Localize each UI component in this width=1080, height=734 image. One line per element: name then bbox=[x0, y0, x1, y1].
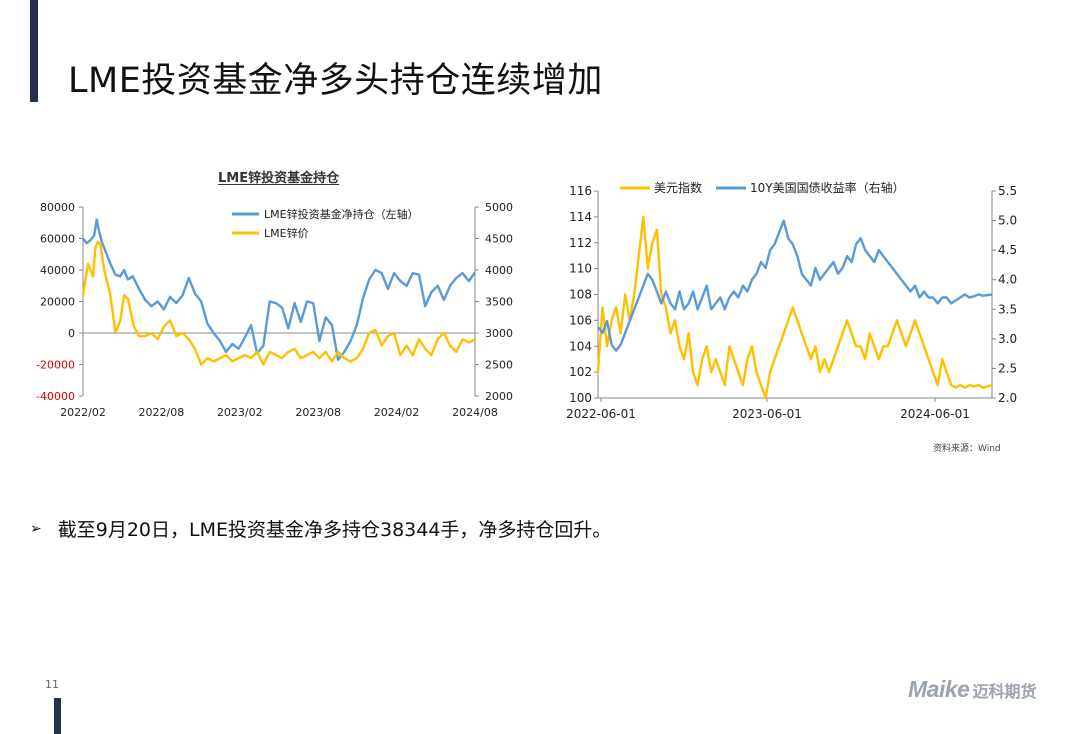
chart2-right-tick-label: 4.0 bbox=[998, 273, 1017, 287]
chart2-right-tick-label: 5.5 bbox=[998, 184, 1017, 198]
chart1-left-tick-label: 0 bbox=[68, 327, 75, 340]
chart1-right-tick-label: 3000 bbox=[485, 327, 513, 340]
bullet-text: 截至9月20日，LME投资基金净多持仓38344手，净多持仓回升。 bbox=[57, 519, 612, 541]
chart1-right-tick-label: 4500 bbox=[485, 233, 513, 246]
source-note: 资料来源：Wind bbox=[933, 444, 1001, 454]
chart2-left-tick-label: 112 bbox=[569, 236, 592, 250]
chart2-left-tick-label: 102 bbox=[569, 365, 592, 379]
logo-cn: 迈科期货 bbox=[972, 682, 1037, 701]
chart1-left-tick-label: 40000 bbox=[40, 264, 75, 277]
chart2-left-tick-label: 100 bbox=[569, 391, 592, 405]
chart2-right-tick-label: 5.0 bbox=[998, 214, 1017, 228]
chart2-x-tick-label: 2023-06-01 bbox=[732, 407, 802, 421]
chart2-right-tick-label: 2.5 bbox=[998, 361, 1017, 375]
company-logo: Maike 迈科期货 bbox=[908, 676, 1036, 703]
accent-bar-bottom bbox=[54, 698, 61, 734]
chart1-x-tick-label: 2024/08 bbox=[452, 406, 498, 419]
chart2-left-tick-label: 108 bbox=[569, 288, 592, 302]
chart1-right-tick-label: 4000 bbox=[485, 264, 513, 277]
chart1-left-tick-label: -40000 bbox=[36, 390, 75, 403]
accent-bar bbox=[30, 0, 38, 102]
page-number: 11 bbox=[45, 678, 59, 691]
logo-latin: Maike bbox=[908, 676, 970, 702]
chart2-legend-label: 美元指数 bbox=[654, 180, 702, 195]
arrow-bullet-icon: ➢ bbox=[30, 520, 42, 537]
chart1-x-tick-label: 2024/02 bbox=[374, 406, 420, 419]
chart2-left-tick-label: 104 bbox=[569, 339, 592, 353]
chart1-right-tick-label: 2000 bbox=[485, 390, 513, 403]
chart1-left-tick-label: 80000 bbox=[40, 201, 75, 214]
chart1-x-tick-label: 2023/08 bbox=[295, 406, 341, 419]
chart1-x-tick-label: 2022/08 bbox=[139, 406, 185, 419]
chart1-left-tick-label: -20000 bbox=[36, 359, 75, 372]
chart2-series-us10y-yield bbox=[597, 219, 993, 352]
chart2-left-tick-label: 106 bbox=[569, 313, 592, 327]
chart2-left-tick-label: 116 bbox=[569, 184, 592, 198]
chart1-title: LME锌投资基金持仓 bbox=[218, 171, 340, 186]
chart1-x-tick-label: 2023/02 bbox=[217, 406, 263, 419]
chart2-left-tick-label: 110 bbox=[569, 262, 592, 276]
chart2-right-tick-label: 4.5 bbox=[998, 243, 1017, 257]
chart1-left-tick-label: 20000 bbox=[40, 296, 75, 309]
chart2-right-tick-label: 2.0 bbox=[998, 391, 1017, 405]
chart1-right-tick-label: 5000 bbox=[485, 201, 513, 214]
chart2-x-tick-label: 2024-06-01 bbox=[900, 407, 970, 421]
chart2-series-dollar-index bbox=[596, 215, 993, 400]
chart2-right-tick-label: 3.5 bbox=[998, 302, 1017, 316]
chart2-right-tick-label: 3.0 bbox=[998, 332, 1017, 346]
bullet-point: ➢ 截至9月20日，LME投资基金净多持仓38344手，净多持仓回升。 bbox=[30, 515, 611, 542]
chart1-left-tick-label: 60000 bbox=[40, 233, 75, 246]
chart2-left-tick-label: 114 bbox=[569, 210, 592, 224]
chart2-x-tick-label: 2022-06-01 bbox=[566, 407, 636, 421]
chart1-legend-label: LME锌投资基金净持仓（左轴） bbox=[264, 207, 419, 221]
page-title: LME投资基金净多头持仓连续增加 bbox=[68, 61, 603, 101]
chart1-legend-label: LME锌价 bbox=[264, 226, 309, 240]
chart2-legend-label: 10Y美国国债收益率（右轴） bbox=[750, 180, 905, 195]
chart1-right-tick-label: 2500 bbox=[485, 359, 513, 372]
chart1-x-tick-label: 2022/02 bbox=[60, 406, 106, 419]
chart1-right-tick-label: 3500 bbox=[485, 296, 513, 309]
chart1-series-zinc-price bbox=[81, 240, 476, 366]
chart1-series-net-position bbox=[82, 218, 476, 361]
